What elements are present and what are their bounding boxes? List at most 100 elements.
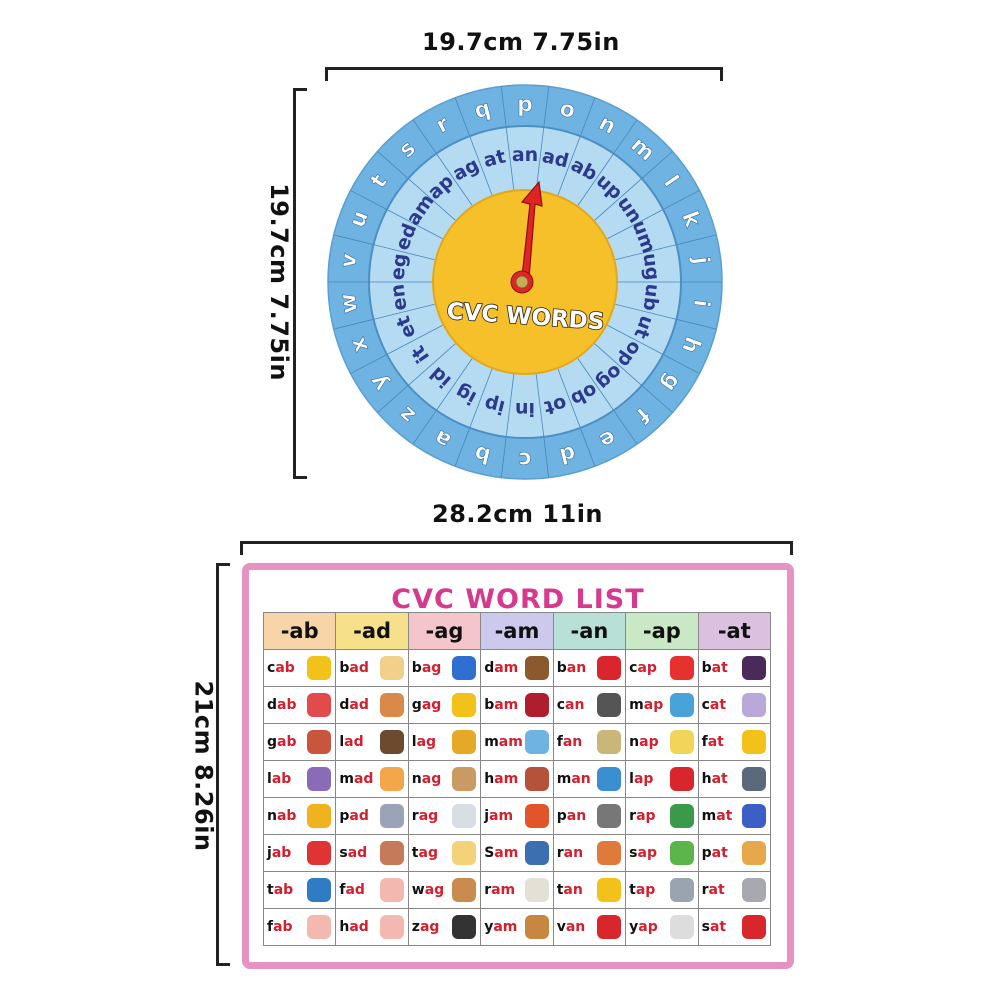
word-cell: pat [697, 834, 772, 872]
inner-rime: an [512, 144, 538, 166]
word-onset: S [484, 845, 495, 861]
fan-icon [597, 730, 622, 754]
word-rime: an [566, 660, 587, 676]
outer-divider [642, 385, 673, 413]
word-rime: at [709, 919, 727, 935]
inner-divider [505, 127, 515, 190]
word-cell: van [552, 908, 627, 946]
word-rime: am [494, 697, 519, 713]
word-rime: ag [421, 697, 442, 713]
word-onset: b [556, 660, 567, 676]
inner-rime: ot [542, 392, 569, 419]
word-onset: m [556, 771, 572, 787]
board-width-line [240, 541, 793, 544]
word-cell: hat [697, 760, 772, 798]
word-cell: rat [697, 871, 772, 909]
word-cell: bag [407, 649, 482, 687]
word-cell: bam [480, 686, 554, 724]
word-rime: at [716, 808, 733, 824]
word-cell: tan [552, 871, 627, 909]
dad-family-icon [379, 693, 404, 717]
sitting-boy-icon [742, 915, 766, 939]
word-onset: r [484, 882, 492, 898]
word-onset: p [701, 845, 712, 861]
outer-divider [663, 190, 700, 210]
outer-letter: i [688, 298, 714, 309]
board-height-label: 21cm 8.26in [189, 680, 218, 852]
word-rime: ab [271, 845, 292, 861]
boxer-boy-icon [307, 841, 332, 865]
word-rime: ad [344, 734, 364, 750]
ham-icon [524, 767, 549, 791]
taxi-icon [307, 656, 332, 680]
word-cell: jab [262, 834, 337, 872]
ban-sign-icon [597, 656, 622, 680]
word-rime: ab [273, 882, 294, 898]
gagged-face-icon [452, 693, 477, 717]
wheel-width-label: 19.7cm 7.75in [422, 28, 620, 56]
word-onset: j [267, 845, 272, 861]
word-table: -ab -ad -ag -am -an -ap -at cab bad bag dam ban cap… [262, 612, 772, 946]
board-height-tick-bottom [216, 963, 230, 966]
inner-divider [469, 368, 493, 429]
microscope-icon [307, 767, 332, 791]
notebook-tab-icon [307, 878, 332, 902]
inner-divider [436, 153, 473, 206]
word-cell: rap [625, 797, 699, 835]
outer-divider [580, 428, 596, 467]
word-rime: am [498, 734, 523, 750]
word-cell: lap [625, 760, 699, 798]
fad-handwriting-icon [379, 878, 404, 902]
word-rime: ag [421, 771, 442, 787]
outer-divider [613, 119, 638, 154]
mat-icon [742, 804, 766, 828]
word-rime: an [563, 882, 583, 898]
beaver-dam-icon [524, 656, 549, 680]
word-onset: r [556, 845, 564, 861]
word-rime: ad [349, 919, 369, 935]
word-cell: fan [552, 723, 627, 761]
word-cell: man [552, 760, 627, 798]
word-onset: r [411, 808, 419, 824]
wheel-height-tick-bottom [293, 476, 307, 479]
word-rime: at [711, 845, 728, 861]
word-cell: can [552, 686, 627, 724]
word-cell: bad [335, 649, 409, 687]
word-onset: h [339, 919, 350, 935]
outer-divider [333, 319, 373, 330]
word-rime: at [707, 734, 724, 750]
horse-icon [452, 767, 477, 791]
inner-divider [557, 368, 581, 429]
word-cell: yam [480, 908, 554, 946]
column-header: -am [480, 612, 554, 650]
word-onset: p [556, 808, 567, 824]
word-rime: ag [416, 734, 437, 750]
word-cell: tag [407, 834, 482, 872]
inner-divider [615, 244, 677, 261]
word-onset: z [411, 919, 420, 935]
word-rime: an [566, 808, 587, 824]
table-row: jab sad tag Sam ran sap pat [262, 834, 772, 872]
wheel-width-tick-left [325, 67, 328, 81]
word-cell: fab [262, 908, 337, 946]
word-onset: m [701, 808, 717, 824]
word-rime: ad [349, 660, 369, 676]
boy-sam-icon [524, 841, 549, 865]
word-onset: c [556, 697, 566, 713]
word-rime: ag [424, 882, 445, 898]
outer-divider [377, 151, 408, 179]
word-onset: s [701, 919, 710, 935]
table-row: lab mad nag ham man lap hat [262, 760, 772, 798]
inner-divider [407, 343, 456, 386]
zigzag-icon [452, 915, 477, 939]
word-cell: dam [480, 649, 554, 687]
word-rime: ap [637, 660, 657, 676]
word-onset: f [339, 882, 346, 898]
cap-icon [669, 656, 694, 680]
word-rime: am [491, 882, 516, 898]
word-rime: ap [635, 882, 656, 898]
word-cell: dad [335, 686, 409, 724]
word-cell: jam [480, 797, 554, 835]
word-rime: an [563, 845, 584, 861]
